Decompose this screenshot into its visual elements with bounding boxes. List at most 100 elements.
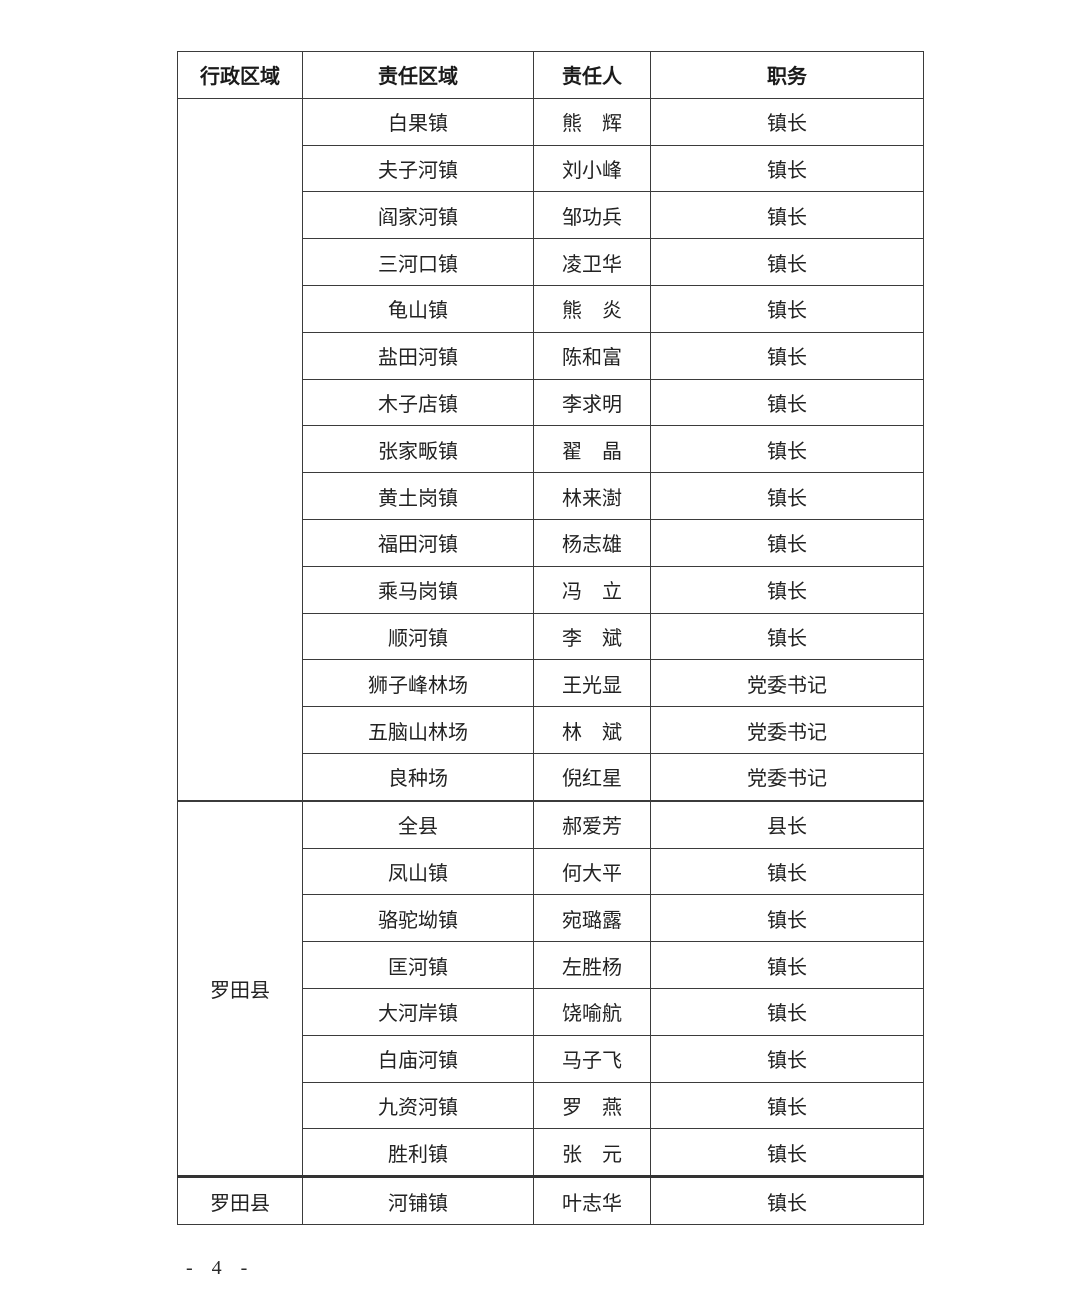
cell-area: 夫子河镇 — [302, 144, 534, 193]
cell-person: 饶喻航 — [533, 987, 651, 1036]
cell-area: 九资河镇 — [302, 1081, 534, 1130]
page-number: - 4 - — [186, 1257, 255, 1279]
table-row: 顺河镇 李 斌 镇长 — [178, 612, 924, 661]
cell-area: 河铺镇 — [302, 1175, 534, 1225]
cell-area: 乘马岗镇 — [302, 565, 534, 614]
cell-area: 顺河镇 — [302, 612, 534, 661]
cell-title: 党委书记 — [650, 659, 924, 708]
cell-title: 镇长 — [650, 144, 924, 193]
cell-title: 镇长 — [650, 894, 924, 943]
cell-area: 三河口镇 — [302, 238, 534, 286]
cell-title: 党委书记 — [650, 752, 924, 802]
table-row: 盐田河镇 陈和富 镇长 — [178, 331, 924, 380]
table-row: 罗田县 河铺镇 叶志华 镇长 — [177, 1175, 924, 1225]
cell-title: 镇长 — [650, 941, 924, 989]
cell-area: 狮子峰林场 — [302, 659, 534, 708]
cell-person: 左胜杨 — [533, 941, 651, 989]
cell-area: 盐田河镇 — [302, 331, 534, 380]
cell-person: 宛璐露 — [533, 894, 651, 943]
cell-area: 骆驼坳镇 — [302, 894, 534, 943]
cell-area: 白庙河镇 — [302, 1034, 534, 1083]
cell-area: 匡河镇 — [302, 941, 534, 989]
cell-title: 镇长 — [650, 1081, 924, 1130]
table-row: 胜利镇 张 元 镇长 — [178, 1128, 924, 1178]
cell-person: 何大平 — [533, 847, 651, 896]
cell-person: 马子飞 — [533, 1034, 651, 1083]
cell-area: 福田河镇 — [302, 518, 534, 567]
header-admin-region: 行政区域 — [177, 51, 303, 99]
cell-title: 镇长 — [650, 472, 924, 520]
table-row: 木子店镇 李求明 镇长 — [178, 378, 924, 427]
cell-title: 镇长 — [650, 1128, 924, 1178]
cell-person: 李求明 — [533, 378, 651, 427]
cell-title: 镇长 — [650, 847, 924, 896]
cell-title: 镇长 — [650, 97, 924, 146]
table-row: 白果镇 熊 辉 镇长 — [177, 97, 924, 802]
cell-person: 凌卫华 — [533, 238, 651, 286]
cell-title: 镇长 — [650, 284, 924, 333]
table-row: 福田河镇 杨志雄 镇长 — [178, 518, 924, 567]
table-row: 夫子河镇 刘小峰 镇长 — [178, 144, 924, 193]
region-cell-luotian-2: 罗田县 — [177, 1175, 303, 1225]
cell-area: 全县 — [302, 799, 534, 849]
cell-title: 镇长 — [650, 238, 924, 286]
cell-area: 木子店镇 — [302, 378, 534, 427]
cell-person: 邹功兵 — [533, 191, 651, 240]
cell-area: 阎家河镇 — [302, 191, 534, 240]
cell-title: 镇长 — [650, 331, 924, 380]
table-row: 阎家河镇 邹功兵 镇长 — [178, 191, 924, 240]
table-row: 大河岸镇 饶喻航 镇长 — [178, 987, 924, 1036]
cell-person: 叶志华 — [533, 1175, 651, 1225]
cell-area: 良种场 — [302, 752, 534, 802]
cell-title: 镇长 — [650, 1034, 924, 1083]
cell-area: 龟山镇 — [302, 284, 534, 333]
header-position: 职务 — [650, 51, 924, 99]
cell-title: 镇长 — [650, 612, 924, 661]
cell-person: 林来澍 — [533, 472, 651, 520]
table-row: 龟山镇 熊 炎 镇长 — [178, 284, 924, 333]
responsibility-table: 行政区域 责任区域 责任人 职务 白果镇 熊 辉 镇长 夫子河镇 刘小峰 镇长 … — [177, 51, 924, 1225]
cell-area: 胜利镇 — [302, 1128, 534, 1178]
table-header-row: 行政区域 责任区域 责任人 职务 — [177, 51, 924, 99]
cell-person: 罗 燕 — [533, 1081, 651, 1130]
region-cell-empty — [177, 97, 303, 802]
cell-person: 倪红星 — [533, 752, 651, 802]
table-row: 凤山镇 何大平 镇长 — [178, 847, 924, 896]
cell-person: 杨志雄 — [533, 518, 651, 567]
cell-title: 镇长 — [650, 378, 924, 427]
cell-person: 翟 晶 — [533, 425, 651, 474]
cell-area: 五脑山林场 — [302, 706, 534, 754]
cell-person: 李 斌 — [533, 612, 651, 661]
cell-title: 镇长 — [650, 191, 924, 240]
cell-person: 熊 炎 — [533, 284, 651, 333]
cell-person: 王光显 — [533, 659, 651, 708]
table-row: 骆驼坳镇 宛璐露 镇长 — [178, 894, 924, 943]
cell-title: 党委书记 — [650, 706, 924, 754]
cell-area: 大河岸镇 — [302, 987, 534, 1036]
cell-title: 镇长 — [650, 1175, 924, 1225]
cell-person: 刘小峰 — [533, 144, 651, 193]
cell-title: 镇长 — [650, 425, 924, 474]
table-row: 罗田县 全县 郝爱芳 县长 — [177, 799, 924, 1178]
cell-title: 镇长 — [650, 565, 924, 614]
cell-person: 张 元 — [533, 1128, 651, 1178]
table-row: 黄土岗镇 林来澍 镇长 — [178, 472, 924, 520]
cell-person: 冯 立 — [533, 565, 651, 614]
table-row: 匡河镇 左胜杨 镇长 — [178, 941, 924, 989]
cell-area: 白果镇 — [302, 97, 534, 146]
cell-area: 张家畈镇 — [302, 425, 534, 474]
cell-person: 林 斌 — [533, 706, 651, 754]
cell-area: 凤山镇 — [302, 847, 534, 896]
cell-title: 镇长 — [650, 987, 924, 1036]
cell-area: 黄土岗镇 — [302, 472, 534, 520]
table-row: 三河口镇 凌卫华 镇长 — [178, 238, 924, 286]
cell-person: 熊 辉 — [533, 97, 651, 146]
cell-title: 县长 — [650, 799, 924, 849]
table-row: 白庙河镇 马子飞 镇长 — [178, 1034, 924, 1083]
cell-person: 郝爱芳 — [533, 799, 651, 849]
header-resp-area: 责任区域 — [302, 51, 534, 99]
header-resp-person: 责任人 — [533, 51, 651, 99]
cell-person: 陈和富 — [533, 331, 651, 380]
table-row: 张家畈镇 翟 晶 镇长 — [178, 425, 924, 474]
